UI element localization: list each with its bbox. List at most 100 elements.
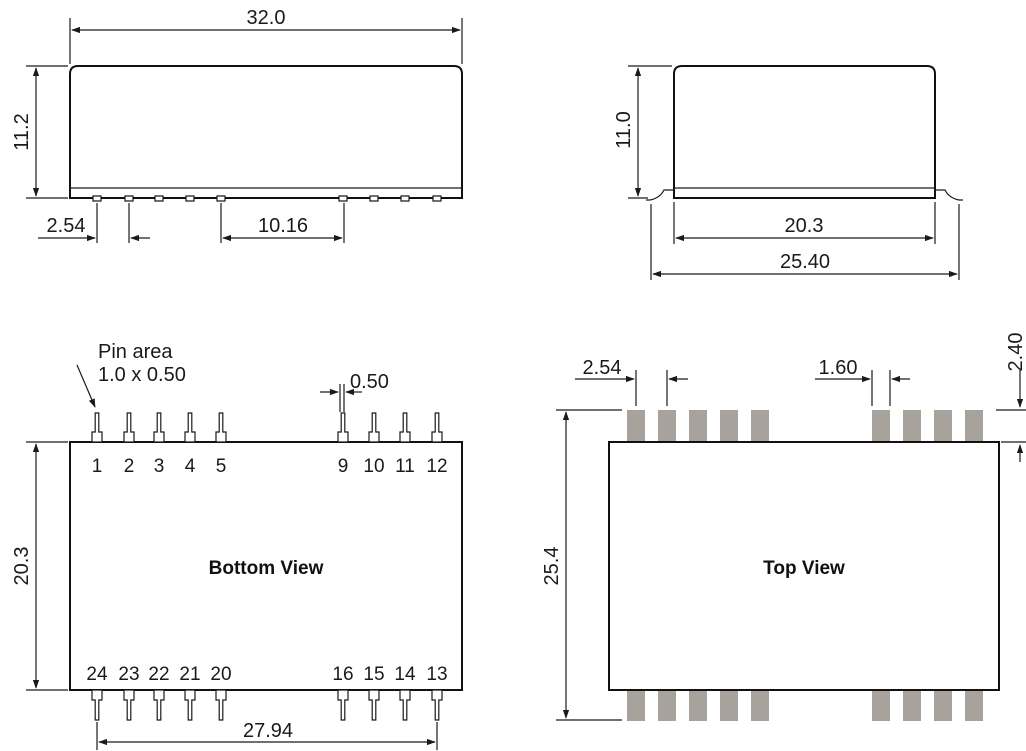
pad <box>720 410 738 443</box>
top-row-pin <box>215 412 227 443</box>
pad <box>872 689 890 721</box>
row-span-label: 27.94 <box>243 720 293 742</box>
pitch-label: 2.54 <box>47 215 86 237</box>
pin-number-3: 3 <box>154 456 165 477</box>
pad <box>965 689 983 721</box>
top-row-pin <box>337 412 349 443</box>
end-view-left-lead <box>646 189 674 201</box>
side-pin-5 <box>216 195 226 202</box>
pin-number-1: 1 <box>92 456 103 477</box>
end-view-right-lead <box>935 189 963 201</box>
side-view-body <box>69 65 463 199</box>
bottom-row-pin <box>368 689 380 721</box>
pad-length-label: 2.40 <box>1005 333 1026 372</box>
top-row-pin <box>184 412 196 443</box>
side-pin-2 <box>124 195 134 202</box>
pin-number-22: 22 <box>148 664 169 685</box>
pad <box>627 689 645 721</box>
top-row-pin <box>153 412 165 443</box>
side-view: 32.0 11.2 2.54 10.16 <box>11 7 463 243</box>
pad <box>965 410 983 443</box>
top-view-title: Top View <box>763 558 845 579</box>
bottom-row-pin <box>153 689 165 721</box>
pad <box>658 689 676 721</box>
side-pin-7 <box>369 195 379 202</box>
bottom-row-pin <box>91 689 103 721</box>
bottom-view-bottom-pin-numbers: 24 23 22 21 20 16 15 14 13 <box>86 664 447 685</box>
bottom-row-pin <box>337 689 349 721</box>
top-row-pin <box>91 412 103 443</box>
pad <box>934 689 952 721</box>
side-pin-9 <box>432 195 442 202</box>
pin-number-9: 9 <box>338 456 349 477</box>
top-view-lower-pads <box>627 689 983 721</box>
top-view-body <box>608 441 1000 691</box>
side-pin-4 <box>185 195 195 202</box>
bottom-row-pin <box>123 689 135 721</box>
pad <box>751 689 769 721</box>
bottom-view: Bottom View 1 2 3 4 5 9 10 11 12 24 23 22 21 20 16 15 1… <box>11 341 463 750</box>
top-row-pin <box>368 412 380 443</box>
bottom-view-body <box>69 441 463 691</box>
pin-number-10: 10 <box>363 456 384 477</box>
length-label: 32.0 <box>247 7 286 29</box>
pin-number-5: 5 <box>216 456 227 477</box>
pad <box>934 410 952 443</box>
side-pin-1 <box>92 195 102 202</box>
pad <box>627 410 645 443</box>
side-pin-3 <box>154 195 164 202</box>
tv-height-label: 25.4 <box>541 547 563 586</box>
pin-width-label: 0.50 <box>350 371 389 393</box>
height-label: 11.2 <box>11 113 33 150</box>
end-view-body <box>673 65 936 199</box>
bottom-view-top-pins <box>91 412 443 443</box>
pin-number-11: 11 <box>395 456 415 477</box>
side-view-pins <box>92 195 442 202</box>
pin-area-size-label: 1.0 x 0.50 <box>98 364 186 386</box>
top-row-pin <box>123 412 135 443</box>
pin-number-24: 24 <box>86 664 108 685</box>
bottom-view-bottom-pins <box>91 689 443 721</box>
bottom-row-pin <box>399 689 411 721</box>
gap-label: 10.16 <box>258 215 308 237</box>
pin-number-21: 21 <box>179 664 200 685</box>
pin-number-13: 13 <box>426 664 447 685</box>
pad-width-label: 1.60 <box>819 357 858 379</box>
pad <box>689 689 707 721</box>
pad <box>658 410 676 443</box>
pin-number-2: 2 <box>124 456 135 477</box>
overall-width-label: 25.40 <box>780 251 830 273</box>
pad <box>903 689 921 721</box>
bottom-view-top-pin-numbers: 1 2 3 4 5 9 10 11 12 <box>92 456 448 477</box>
pin-area-label: Pin area <box>98 341 173 363</box>
top-row-pin <box>431 412 443 443</box>
side-pin-8 <box>400 195 410 202</box>
pin-number-16: 16 <box>332 664 353 685</box>
top-view: Top View 2.54 1.60 2.40 25.4 <box>541 333 1026 721</box>
end-view: 11.0 20.3 25.40 <box>613 65 963 280</box>
side-pin-6 <box>338 195 348 202</box>
tv-pitch-label: 2.54 <box>583 357 622 379</box>
bv-height-label: 20.3 <box>11 547 33 586</box>
pin-number-14: 14 <box>394 664 416 685</box>
pad <box>903 410 921 443</box>
bottom-row-pin <box>184 689 196 721</box>
pad <box>720 689 738 721</box>
pin-number-23: 23 <box>118 664 139 685</box>
pin-number-20: 20 <box>210 664 231 685</box>
body-width-label: 20.3 <box>785 215 824 237</box>
end-height-label: 11.0 <box>613 111 635 148</box>
pad <box>689 410 707 443</box>
pin-number-4: 4 <box>185 456 196 477</box>
bottom-view-title: Bottom View <box>209 558 324 579</box>
pin-number-15: 15 <box>363 664 384 685</box>
bottom-row-pin <box>215 689 227 721</box>
pin-number-12: 12 <box>426 456 447 477</box>
pin-area-leader <box>76 364 96 408</box>
top-view-upper-pads <box>627 410 983 443</box>
pad <box>751 410 769 443</box>
bottom-row-pin <box>431 689 443 721</box>
top-row-pin <box>399 412 411 443</box>
pad <box>872 410 890 443</box>
